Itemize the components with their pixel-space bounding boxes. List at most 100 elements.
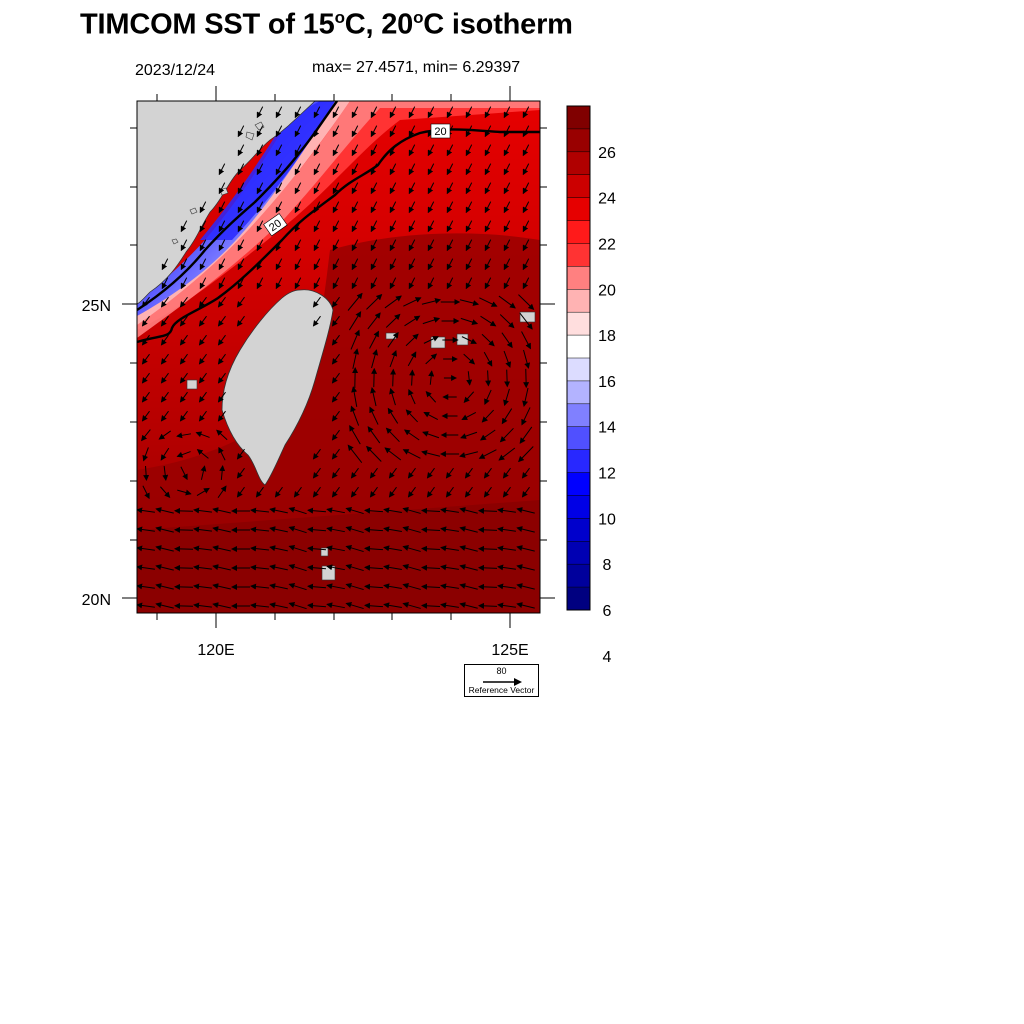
current-vector-arrow	[196, 448, 209, 459]
current-vector-arrow	[269, 526, 288, 533]
current-vector-arrow	[193, 507, 212, 514]
map-frame	[136, 100, 541, 614]
current-vector-arrow	[426, 486, 435, 498]
lon-label-120e: 120E	[197, 642, 234, 659]
current-vector-arrow	[402, 449, 421, 459]
current-vector-arrow	[158, 430, 171, 440]
current-vector-arrow	[217, 353, 226, 365]
current-vector-arrow	[345, 563, 364, 572]
current-vector-arrow	[402, 564, 421, 571]
colorbar-tick-label: 20	[598, 282, 616, 299]
current-vector-arrow	[179, 296, 188, 308]
current-vector-arrow	[217, 334, 226, 346]
current-vector-arrow	[459, 507, 478, 514]
current-vector-arrow	[370, 239, 378, 252]
current-vector-arrow	[503, 220, 511, 233]
current-vector-arrow	[440, 564, 459, 571]
stats-label: max= 27.4571, min= 6.29397	[312, 59, 521, 76]
current-vector-arrow	[478, 545, 498, 552]
current-vector-arrow	[141, 353, 150, 365]
current-vector-arrow	[161, 258, 169, 271]
current-vector-arrow	[461, 336, 477, 344]
current-vector-arrow	[484, 182, 492, 195]
sst-field	[137, 101, 540, 613]
current-vector-arrow	[478, 602, 498, 609]
current-vector-arrow	[522, 387, 529, 407]
current-vector-arrow	[464, 467, 473, 479]
current-vector-arrow	[445, 486, 454, 498]
penghu-island	[186, 379, 198, 390]
current-vector-arrow	[426, 467, 435, 479]
current-vector-arrow	[427, 201, 435, 214]
colorbar-segment	[567, 335, 590, 359]
current-vector-arrow	[256, 258, 264, 271]
current-vector-arrow	[422, 431, 440, 439]
current-vector-arrow	[484, 125, 492, 138]
current-vector-arrow	[351, 386, 358, 407]
current-vector-arrow	[522, 106, 530, 119]
current-vector-arrow	[331, 486, 340, 498]
current-vector-arrow	[332, 220, 340, 233]
current-vector-arrow	[331, 410, 340, 422]
current-vector-arrow	[269, 545, 288, 552]
current-vector-arrow	[142, 447, 149, 462]
current-vector-arrow	[307, 602, 327, 609]
current-vector-arrow	[236, 486, 245, 498]
current-vector-arrow	[387, 407, 399, 424]
current-vector-arrow	[160, 334, 169, 346]
current-vector-arrow	[142, 485, 150, 500]
current-vector-arrow	[369, 406, 379, 425]
current-vector-arrow	[483, 351, 493, 367]
current-vector-arrow	[383, 507, 402, 514]
current-vector-arrow	[521, 407, 531, 426]
current-vector-arrow	[390, 368, 397, 387]
current-vector-arrow	[427, 258, 435, 271]
current-vector-arrow	[516, 602, 535, 609]
current-vector-arrow	[367, 426, 381, 444]
current-vector-arrow	[288, 601, 307, 610]
current-vector-arrow	[423, 411, 439, 421]
current-vector-arrow	[155, 602, 174, 609]
current-vector-arrow	[331, 296, 340, 308]
current-vector-arrow	[313, 163, 321, 176]
current-vector-arrow	[370, 387, 377, 407]
batanes-island-2	[321, 565, 336, 581]
current-vector-arrow	[427, 220, 435, 233]
current-vector-arrow	[503, 182, 511, 195]
current-vector-arrow	[522, 182, 530, 195]
current-vector-arrow	[294, 144, 302, 157]
current-vector-arrow	[217, 410, 226, 422]
current-vector-arrow	[522, 144, 530, 157]
current-vector-arrow	[483, 467, 492, 479]
current-vector-arrow	[217, 296, 226, 308]
current-vector-arrow	[503, 106, 511, 119]
current-vector-arrow	[179, 372, 188, 384]
current-vector-arrow	[294, 182, 302, 195]
current-vector-arrow	[421, 545, 441, 552]
current-vector-arrow	[440, 545, 459, 552]
current-vector-arrow	[274, 486, 283, 498]
current-vector-arrow	[351, 163, 359, 176]
current-vector-arrow	[478, 449, 497, 459]
current-vector-arrow	[516, 526, 535, 533]
current-vector-arrow	[256, 182, 264, 195]
coastal-islands	[171, 121, 265, 245]
current-vector-arrow	[389, 387, 396, 406]
colorbar-segment	[567, 266, 590, 290]
current-vector-arrow	[465, 201, 473, 214]
figure-title: TIMCOM SST of 15oC, 20oC isotherm	[80, 8, 573, 41]
current-vector-arrow	[307, 526, 327, 533]
reference-vector-magnitude: 80	[496, 666, 507, 676]
current-vector-arrow	[446, 163, 454, 176]
current-vector-arrow	[199, 201, 207, 214]
current-vector-arrow	[497, 602, 516, 609]
current-vector-arrow	[237, 182, 245, 195]
current-vector-arrow	[218, 182, 226, 195]
current-vector-arrow	[288, 525, 307, 534]
colorbar-segment	[567, 358, 590, 382]
current-vector-arrow	[383, 545, 402, 552]
current-vector-arrow	[425, 390, 437, 403]
current-vector-arrow	[275, 125, 283, 138]
current-vector-arrow	[499, 427, 514, 443]
current-vector-arrow	[364, 545, 384, 552]
